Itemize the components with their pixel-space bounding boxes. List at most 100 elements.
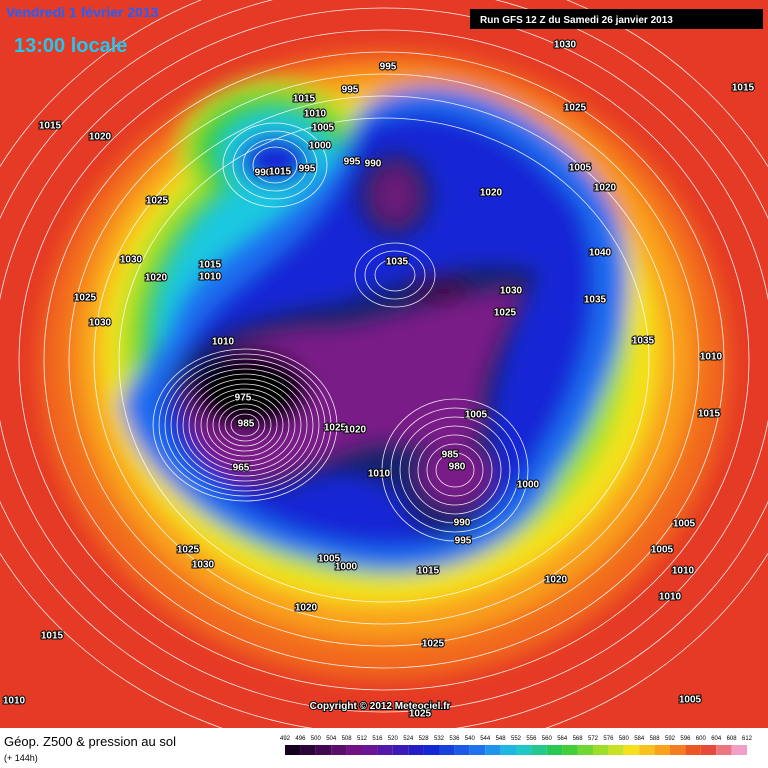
- isobar-label: 975: [235, 393, 252, 404]
- isobar-label: 1025: [409, 709, 432, 720]
- isobar: [232, 130, 318, 200]
- isobar: [426, 443, 484, 497]
- isobar-label: 980: [449, 462, 466, 473]
- isobar-label: 1010: [672, 566, 695, 577]
- scale-swatch: [531, 745, 547, 755]
- isobar-label: 1005: [312, 123, 335, 134]
- isobar-label: 1015: [39, 121, 62, 132]
- isobar: [381, 398, 529, 542]
- scale-label: 492: [280, 736, 291, 742]
- scale-label: 608: [727, 736, 738, 742]
- scale-label: 604: [711, 736, 722, 742]
- isobar-label: 1025: [177, 545, 200, 556]
- scale-label: 500: [311, 736, 322, 742]
- isobar: [93, 95, 675, 625]
- isobar: [224, 408, 266, 442]
- isobar-label: 1015: [698, 409, 721, 420]
- scale-swatch: [408, 745, 424, 755]
- isobar-label: 1000: [517, 480, 540, 491]
- isobar-label: 1025: [146, 196, 169, 207]
- scale-label: 580: [619, 736, 630, 742]
- scale-label: 600: [696, 736, 707, 742]
- isobar-label: 1035: [584, 295, 607, 306]
- isobar: [0, 7, 768, 713]
- scale-swatch: [485, 745, 501, 755]
- scale-label: 548: [496, 736, 507, 742]
- isobar-label: 1040: [589, 248, 612, 259]
- isobar-label: 1000: [309, 141, 332, 152]
- isobar-label: 1035: [386, 257, 409, 268]
- isobar: [212, 398, 278, 452]
- copyright: Copyright © 2012 Meteociel.fr: [310, 701, 451, 712]
- isobar-label: 1020: [344, 425, 367, 436]
- run-info: Run GFS 12 Z du Samedi 26 janvier 2013: [480, 15, 673, 26]
- scale-label: 524: [403, 736, 414, 742]
- scale-label: 516: [372, 736, 383, 742]
- isobar-label: 1020: [594, 183, 617, 194]
- scale-label: 568: [573, 736, 584, 742]
- isobar-label: 1030: [500, 286, 523, 297]
- isobar: [152, 348, 338, 502]
- isobar-label: 1020: [295, 603, 318, 614]
- scale-swatch: [500, 745, 516, 755]
- isobar: [182, 373, 308, 477]
- isobar-label: 1015: [732, 83, 755, 94]
- isobar: [188, 378, 302, 472]
- isobar-label: 1025: [564, 103, 587, 114]
- isobar-label: 1005: [673, 519, 696, 530]
- isobar-label: 965: [233, 463, 250, 474]
- scale-swatch: [423, 745, 439, 755]
- local-time: 13:00 locale: [14, 35, 127, 57]
- isobar: [417, 434, 493, 506]
- isobar: [252, 146, 298, 184]
- isobar-label: 1010: [368, 469, 391, 480]
- scale-label: 564: [557, 736, 568, 742]
- isobar: [218, 403, 272, 447]
- isobar-label: 1015: [417, 566, 440, 577]
- scale-swatch: [654, 745, 670, 755]
- scale-label: 560: [542, 736, 553, 742]
- isobar: [242, 138, 308, 192]
- isobar-label: 990: [454, 518, 471, 529]
- isobar-label: 1025: [494, 308, 517, 319]
- isobar-label: 1005: [679, 695, 702, 706]
- isobar-label: 1030: [554, 40, 577, 51]
- scale-swatch: [439, 745, 455, 755]
- isobar-label: 995: [455, 536, 472, 547]
- isobar: [43, 51, 725, 669]
- isobar: [364, 250, 426, 300]
- isobar-label: 1010: [199, 272, 222, 283]
- isobar: [408, 425, 502, 515]
- isobar-label: 995: [342, 85, 359, 96]
- isobar-label: 1010: [700, 352, 723, 363]
- scale-label: 612: [742, 736, 753, 742]
- scale-label: 552: [511, 736, 522, 742]
- scale-label: 532: [434, 736, 445, 742]
- scale-swatch: [454, 745, 470, 755]
- isobar-label: 1015: [269, 167, 292, 178]
- isobar-label: 1005: [465, 410, 488, 421]
- isobar-label: 1005: [318, 554, 341, 565]
- isobar-label: 1010: [212, 337, 235, 348]
- isobar-label: 1030: [89, 318, 112, 329]
- isobar-label: 1020: [545, 575, 568, 586]
- scale-label: 536: [449, 736, 460, 742]
- scale-swatch: [577, 745, 593, 755]
- isobar-label: 995: [299, 164, 316, 175]
- scale-label: 504: [326, 736, 337, 742]
- scale-swatch: [346, 745, 362, 755]
- scale-swatch: [377, 745, 393, 755]
- isobar-label: 1015: [41, 631, 64, 642]
- isobar-label: 1010: [659, 592, 682, 603]
- scale-swatch: [516, 745, 532, 755]
- scale-label: 496: [295, 736, 306, 742]
- isobar-label: 1025: [422, 639, 445, 650]
- scale-swatch: [285, 745, 301, 755]
- isobar-label: 1025: [324, 423, 347, 434]
- scale-label: 596: [680, 736, 691, 742]
- isobar-label: 1035: [632, 336, 655, 347]
- scale-swatch: [623, 745, 640, 755]
- isobar-label: 995: [344, 157, 361, 168]
- scale-label: 592: [665, 736, 676, 742]
